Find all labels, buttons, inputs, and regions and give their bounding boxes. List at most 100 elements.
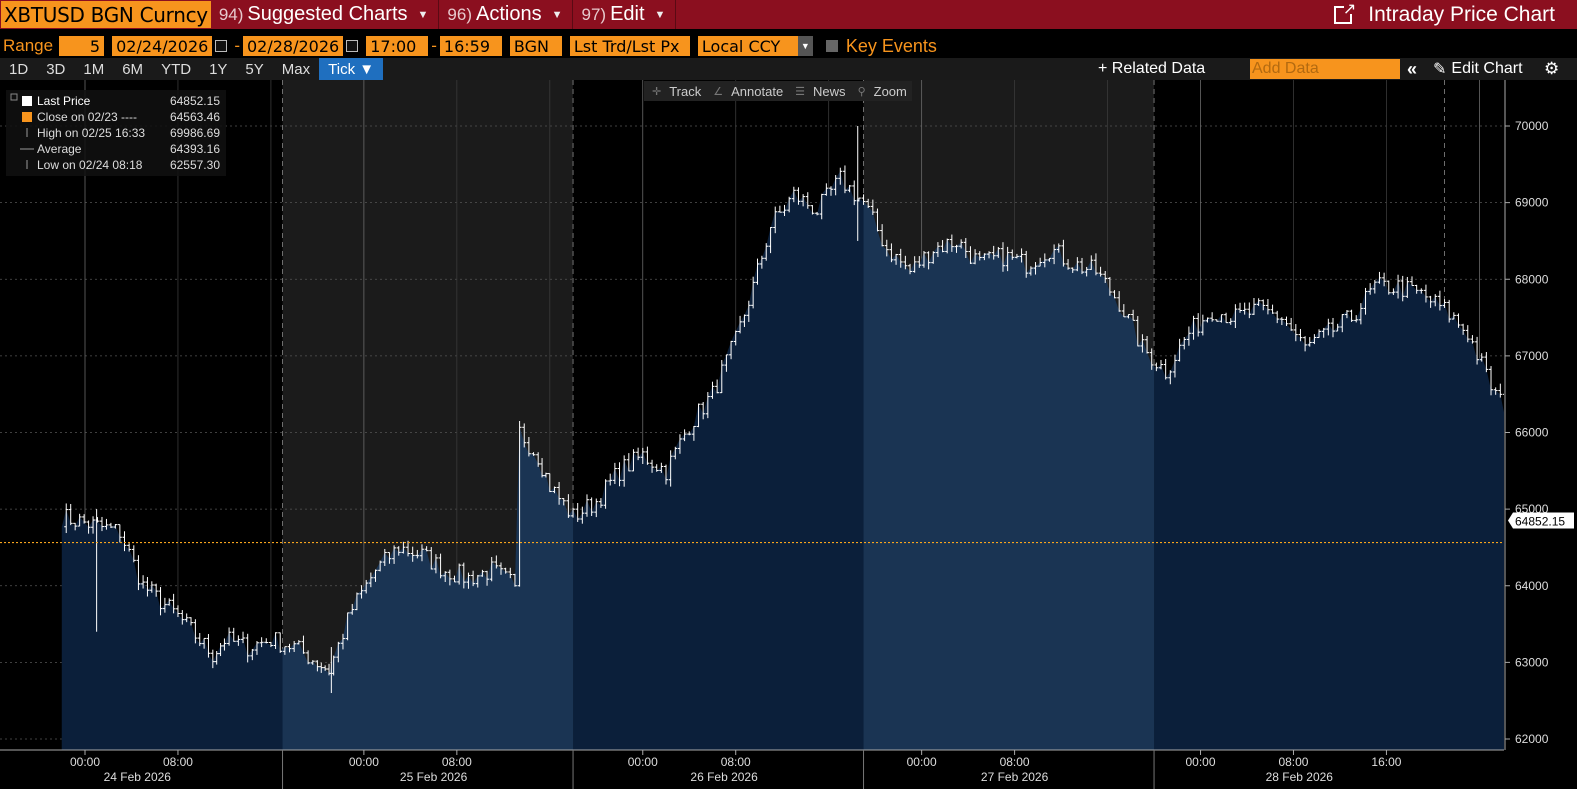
legend-swatch — [22, 96, 32, 106]
calendar-icon[interactable] — [346, 40, 359, 52]
x-hour-label: 00:00 — [628, 755, 658, 769]
caret-down-icon: ▼ — [551, 8, 563, 21]
annotate-button[interactable]: Annotate — [731, 83, 784, 99]
x-hour-label: 08:00 — [721, 755, 751, 769]
start-time-input[interactable]: 17:00 — [366, 36, 429, 56]
related-data-button[interactable]: + Related Data — [1098, 60, 1206, 77]
menu-number: 94) — [218, 4, 244, 24]
top-bar: XBTUSD BGN Curncy 94) Suggested Charts ▼… — [0, 0, 1577, 29]
x-hour-label: 00:00 — [907, 755, 937, 769]
range-label: Range — [3, 36, 54, 55]
end-date-input[interactable]: 02/28/2026 — [243, 36, 344, 56]
y-tick-label: 63000 — [1515, 655, 1549, 669]
calendar-icon[interactable] — [215, 40, 228, 52]
end-time-input[interactable]: 16:59 — [439, 36, 502, 56]
tf-tick[interactable]: Tick ▼ — [319, 58, 384, 80]
range-controls: Range 5 02/24/2026 - 02/28/2026 17:00 - … — [3, 35, 937, 56]
menu-actions[interactable]: 96) Actions ▼ — [439, 0, 574, 29]
legend-value: 64852.15 — [170, 94, 220, 108]
legend-label: High on 02/25 16:33 — [37, 126, 145, 140]
legend-box — [6, 90, 226, 176]
legend-value: 69986.69 — [170, 126, 220, 140]
edit-chart-button[interactable]: ✎ Edit Chart — [1433, 58, 1523, 80]
menu-label: Actions — [476, 3, 542, 25]
y-tick-label: 70000 — [1515, 119, 1549, 133]
x-day-label: 25 Feb 2026 — [400, 770, 468, 784]
last-price-value: 64852.15 — [1515, 514, 1565, 528]
x-day-label: 27 Feb 2026 — [981, 770, 1049, 784]
y-tick-label: 62000 — [1515, 732, 1549, 746]
legend-label: Close on 02/23 ---- — [37, 110, 137, 124]
menu-number: 96) — [447, 4, 472, 24]
menu-label: Edit — [610, 3, 645, 25]
tf-3d[interactable]: 3D — [46, 60, 66, 78]
y-tick-label: 69000 — [1515, 196, 1549, 210]
key-events-checkbox[interactable] — [825, 40, 838, 52]
y-tick-label: 64000 — [1515, 579, 1549, 593]
x-day-label: 24 Feb 2026 — [104, 770, 172, 784]
x-hour-label: 00:00 — [1186, 755, 1216, 769]
gear-icon[interactable]: ⚙ — [1544, 59, 1560, 78]
y-tick-label: 67000 — [1515, 349, 1549, 363]
caret-down-icon: ▼ — [417, 8, 429, 21]
legend-value: 62557.30 — [170, 158, 220, 172]
x-hour-label: 08:00 — [1000, 755, 1030, 769]
tf-5y[interactable]: 5Y — [245, 60, 264, 78]
source-input[interactable]: BGN — [509, 36, 562, 56]
chevron-down-icon[interactable]: ▼ — [797, 36, 813, 56]
popout-icon[interactable] — [1334, 0, 1356, 24]
key-events-label: Key Events — [845, 35, 937, 56]
x-hour-label: 00:00 — [70, 755, 100, 769]
zoom-icon: ⚲ — [857, 85, 866, 98]
legend-toggle — [10, 93, 18, 101]
x-hour-label: 08:00 — [442, 755, 472, 769]
news-button[interactable]: News — [813, 83, 846, 99]
tf-1d[interactable]: 1D — [9, 60, 29, 78]
legend-label: Low on 02/24 08:18 — [37, 158, 143, 172]
price-area-session — [282, 171, 1155, 750]
y-tick-label: 66000 — [1515, 426, 1549, 440]
menu-suggested-charts[interactable]: 94) Suggested Charts ▼ — [211, 0, 440, 29]
x-hour-label: 08:00 — [163, 755, 193, 769]
menu-label: Suggested Charts — [247, 3, 408, 25]
news-icon: ☰ — [795, 85, 806, 98]
caret-down-icon: ▼ — [654, 8, 666, 21]
start-date-input[interactable]: 02/24/2026 — [112, 36, 213, 56]
price-chart[interactable]: +288.690.45% 620006300064000650006600067… — [0, 80, 1577, 789]
tf-1m[interactable]: 1M — [83, 60, 105, 78]
tf-1y[interactable]: 1Y — [209, 60, 228, 78]
ticker-field[interactable]: XBTUSD BGN Curncy — [1, 1, 211, 28]
y-tick-label: 68000 — [1515, 272, 1549, 286]
collapse-icon[interactable]: « — [1407, 58, 1418, 79]
legend-value: 64563.46 — [170, 110, 220, 124]
price-type-select[interactable]: Lst Trd/Lst Px — [569, 36, 690, 56]
legend-value: 64393.16 — [170, 142, 220, 156]
timeframe-bar: 1D 3D 1M 6M YTD 1Y 5Y Max Tick ▼ + Relat… — [0, 58, 1577, 80]
x-day-label: 28 Feb 2026 — [1266, 770, 1334, 784]
track-icon: ✛ — [652, 85, 662, 98]
tf-ytd[interactable]: YTD — [161, 60, 192, 78]
range-input[interactable]: 5 — [59, 36, 105, 56]
x-hour-label: 08:00 — [1278, 755, 1308, 769]
menu-edit[interactable]: 97) Edit ▼ — [573, 0, 677, 29]
edit-chart-label: Edit Chart — [1451, 60, 1523, 77]
last-price-flag: 64852.15 — [1508, 512, 1574, 529]
legend-label: Last Price — [37, 94, 91, 108]
annotate-icon: ∠ — [713, 85, 724, 98]
x-hour-label: 00:00 — [349, 755, 379, 769]
pencil-icon: ✎ — [1433, 61, 1447, 78]
menu-number: 97) — [581, 4, 607, 24]
tf-6m[interactable]: 6M — [122, 60, 144, 78]
x-day-label: 26 Feb 2026 — [690, 770, 758, 784]
legend-swatch — [22, 112, 32, 122]
window-title-area: Intraday Price Chart — [1334, 0, 1555, 29]
track-button[interactable]: Track — [669, 83, 702, 99]
tf-max[interactable]: Max — [281, 60, 311, 78]
add-data-input[interactable]: Add Data — [1250, 59, 1400, 79]
currency-select[interactable]: Local CCY — [697, 36, 798, 56]
window-title: Intraday Price Chart — [1368, 2, 1555, 26]
chart-tools: ✛ Track ∠ Annotate ☰ News ⚲ Zoom — [644, 81, 912, 101]
legend-label: Average — [37, 142, 82, 156]
x-hour-label: 16:00 — [1371, 755, 1401, 769]
zoom-button[interactable]: Zoom — [873, 83, 907, 99]
